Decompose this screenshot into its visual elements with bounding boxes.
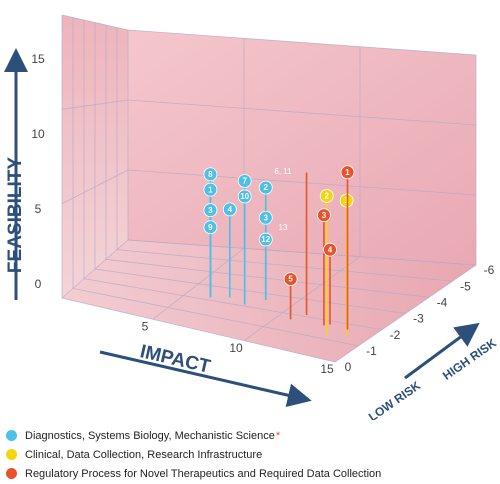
point-label: 9 xyxy=(208,223,213,232)
point-label: 4 xyxy=(328,245,333,254)
point xyxy=(222,202,237,217)
point-label: 3 xyxy=(264,213,269,222)
point-label: 2 xyxy=(324,192,329,201)
x-axis-title: IMPACT xyxy=(138,341,213,378)
back-wall xyxy=(128,30,476,265)
z-tick-label: -5 xyxy=(460,279,471,293)
grid-line xyxy=(127,30,477,266)
grid-line xyxy=(83,20,383,331)
point-label: 1 xyxy=(345,168,350,177)
y-tick-label: 0 xyxy=(35,277,42,291)
point-label: 7 xyxy=(242,177,247,186)
point xyxy=(258,232,273,247)
point-label: 3 xyxy=(322,211,327,220)
grid-line xyxy=(116,27,453,282)
legend-label: Diagnostics, Systems Biology, Mechanisti… xyxy=(25,429,275,442)
point-label: 3 xyxy=(208,206,213,215)
point-label: 1 xyxy=(208,185,213,194)
legend-label: Regulatory Process for Novel Therapeutic… xyxy=(25,467,382,480)
x-tick-label: 15 xyxy=(320,362,334,376)
x-tick-label: 10 xyxy=(229,341,243,355)
annotation: 6, 11 xyxy=(274,167,292,176)
z-axis-high-title: HIGH RISK xyxy=(440,336,499,383)
point-label: 10 xyxy=(240,192,249,201)
point xyxy=(339,193,354,208)
floor xyxy=(62,240,476,362)
point xyxy=(283,272,298,287)
point xyxy=(237,174,252,188)
z-axis-low-title: LOW RISK xyxy=(366,378,423,420)
point xyxy=(203,203,218,218)
x-tick-label: 5 xyxy=(142,320,149,334)
grid-line xyxy=(72,17,359,347)
point-label: 8 xyxy=(208,170,213,179)
point-label: 12 xyxy=(261,235,270,244)
z-tick-label: -3 xyxy=(413,312,424,326)
point-label: 5 xyxy=(288,275,293,284)
z-axis-arrow xyxy=(404,322,480,380)
point xyxy=(203,220,218,235)
point xyxy=(317,208,331,223)
legend-entry: Diagnostics, Systems Biology, Mechanisti… xyxy=(6,426,381,445)
point xyxy=(258,210,273,225)
z-tick-label: -1 xyxy=(366,344,377,358)
legend: Diagnostics, Systems Biology, Mechanisti… xyxy=(6,426,381,483)
z-tick-label: 0 xyxy=(345,360,352,374)
point xyxy=(203,167,218,182)
point xyxy=(258,180,273,195)
point-label: 4 xyxy=(228,205,233,214)
point xyxy=(319,189,334,203)
grid-line xyxy=(94,22,406,314)
legend-swatch xyxy=(6,449,17,460)
y-tick-label: 10 xyxy=(31,127,45,141)
footnote-mark: * xyxy=(275,429,281,442)
y-tick-label: 5 xyxy=(35,202,42,216)
legend-swatch xyxy=(6,430,17,441)
point xyxy=(237,189,252,204)
grid-line xyxy=(105,25,430,298)
point-label: 2 xyxy=(264,183,269,192)
z-tick-label: -6 xyxy=(484,263,495,277)
point xyxy=(323,242,337,257)
z-tick-label: -2 xyxy=(390,328,401,342)
point xyxy=(203,182,218,197)
point xyxy=(340,165,355,180)
legend-entry: Regulatory Process for Novel Therapeutic… xyxy=(6,464,381,483)
annotation: 13 xyxy=(279,223,288,232)
legend-entry: Clinical, Data Collection, Research Infr… xyxy=(6,445,381,464)
z-tick-label: -4 xyxy=(437,296,448,310)
legend-label: Clinical, Data Collection, Research Infr… xyxy=(25,448,263,461)
y-tick-label: 15 xyxy=(31,52,45,66)
x-axis-arrow xyxy=(99,350,312,408)
grid-line xyxy=(61,15,336,363)
legend-swatch xyxy=(6,468,17,479)
